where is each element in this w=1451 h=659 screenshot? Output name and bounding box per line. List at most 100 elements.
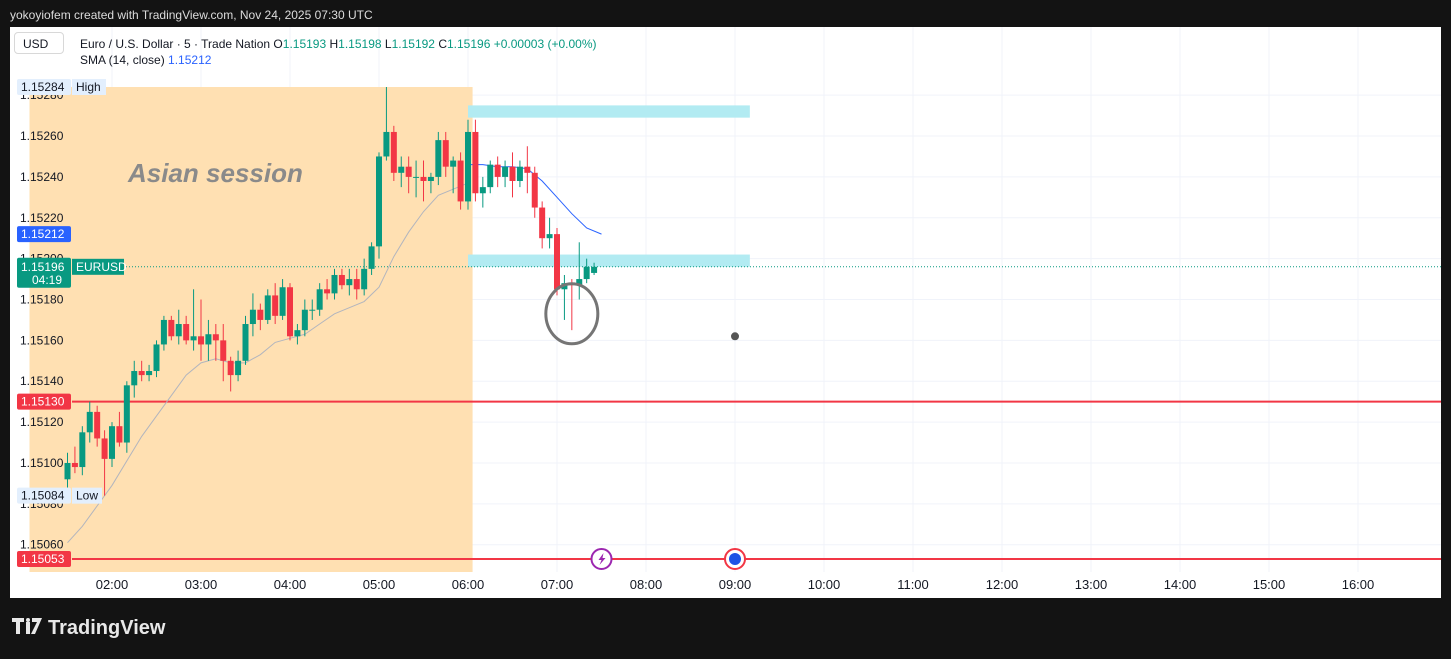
x-axis-tick: 12:00	[986, 577, 1019, 592]
candle-bullish[interactable]	[465, 131, 471, 202]
sma-label: SMA (14, close)	[80, 53, 165, 67]
candle-bullish[interactable]	[190, 336, 197, 341]
candle-bullish[interactable]	[175, 324, 182, 337]
candle-bullish[interactable]	[516, 166, 523, 181]
candle-bearish[interactable]	[272, 295, 279, 316]
candle-bearish[interactable]	[227, 360, 234, 376]
candle-bullish[interactable]	[383, 131, 390, 157]
candle-bullish[interactable]	[64, 462, 71, 480]
candle-bullish[interactable]	[86, 411, 93, 433]
candle-bullish[interactable]	[361, 268, 368, 290]
candle-bullish[interactable]	[242, 324, 249, 361]
x-axis-tick: 15:00	[1253, 577, 1286, 592]
candle-bearish[interactable]	[324, 289, 331, 294]
candle-bullish[interactable]	[160, 319, 167, 345]
candle-bullish[interactable]	[546, 234, 553, 239]
symbol-tag-text: EURUSD	[76, 260, 127, 274]
candle-bullish[interactable]	[591, 266, 598, 273]
candle-bearish[interactable]	[257, 309, 264, 320]
candle-bullish[interactable]	[79, 432, 86, 468]
candle-bearish[interactable]	[101, 438, 108, 459]
symbol-title[interactable]: Euro / U.S. Dollar · 5 · Trade Nation	[80, 37, 271, 51]
candle-bearish[interactable]	[457, 160, 464, 202]
candle-bearish[interactable]	[509, 166, 516, 181]
low-price-label-text: 1.15084	[21, 489, 65, 503]
y-axis-tick: 1.15140	[20, 374, 64, 388]
candle-bullish[interactable]	[294, 330, 301, 337]
level-lower-label-text: 1.15053	[21, 552, 65, 566]
candle-bullish[interactable]	[576, 279, 583, 286]
candle-bullish[interactable]	[146, 371, 153, 376]
candle-bearish[interactable]	[390, 131, 397, 173]
support-zone[interactable]	[468, 254, 750, 267]
candle-bullish[interactable]	[479, 187, 486, 194]
candle-bearish[interactable]	[71, 462, 78, 468]
candle-bearish[interactable]	[212, 334, 219, 341]
chart-canvas[interactable]: Asian session1.150601.150801.151001.1512…	[10, 27, 1441, 598]
candle-bullish[interactable]	[153, 344, 160, 372]
candle-bearish[interactable]	[531, 172, 538, 208]
chart-panel[interactable]: Asian session 1.15060 1.15080 1.15100 1.1512…	[10, 27, 1441, 598]
candle-bullish[interactable]	[398, 166, 405, 173]
candle-bearish[interactable]	[198, 336, 204, 345]
candle-bearish[interactable]	[338, 274, 345, 286]
x-axis-tick: 06:00	[452, 577, 485, 592]
candle-bullish[interactable]	[205, 334, 212, 345]
candle-bearish[interactable]	[353, 279, 360, 290]
candle-bullish[interactable]	[427, 176, 434, 181]
x-axis-tick: 10:00	[808, 577, 841, 592]
current-price-text: 1.15196	[21, 260, 65, 274]
candle-bearish[interactable]	[554, 234, 560, 290]
candle-bearish[interactable]	[168, 319, 175, 337]
candle-bearish[interactable]	[524, 166, 531, 173]
candle-bearish[interactable]	[183, 324, 190, 341]
candle-bullish[interactable]	[123, 385, 130, 443]
sma-legend-row[interactable]: SMA (14, close) 1.15212	[80, 52, 596, 68]
ohlc-legend-row: Euro / U.S. Dollar · 5 · Trade Nation O1…	[80, 36, 596, 52]
candle-bearish[interactable]	[442, 140, 449, 167]
candle-bullish[interactable]	[368, 246, 375, 269]
candle-bullish[interactable]	[413, 176, 420, 178]
candle-bullish[interactable]	[264, 295, 271, 320]
close-value: 1.15196	[447, 37, 491, 51]
candle-bearish[interactable]	[405, 166, 412, 177]
resistance-zone[interactable]	[468, 105, 750, 118]
candle-bullish[interactable]	[583, 266, 590, 280]
candle-bullish[interactable]	[235, 360, 242, 376]
candle-bearish[interactable]	[539, 207, 546, 239]
candle-bullish[interactable]	[346, 279, 353, 286]
candle-bearish[interactable]	[220, 340, 227, 361]
candle-bearish[interactable]	[420, 176, 427, 181]
candle-bullish[interactable]	[309, 309, 316, 311]
candle-bearish[interactable]	[138, 371, 145, 376]
candle-bullish[interactable]	[279, 287, 286, 316]
y-axis-tick: 1.15060	[20, 538, 64, 552]
currency-selector-button[interactable]: USD	[14, 32, 64, 54]
candle-bullish[interactable]	[131, 371, 138, 386]
countdown-text: 04:19	[32, 273, 62, 287]
candle-bearish[interactable]	[116, 426, 123, 443]
highlight-ellipse[interactable]	[544, 282, 600, 346]
x-axis-tick: 08:00	[630, 577, 663, 592]
level-lower-label	[17, 551, 71, 567]
candle-bullish[interactable]	[435, 140, 442, 177]
candle-bullish[interactable]	[301, 309, 308, 331]
level-upper-label-text: 1.15130	[21, 395, 65, 409]
y-axis-tick: 1.15260	[20, 129, 64, 143]
candle-bullish[interactable]	[450, 160, 457, 167]
candle-bullish[interactable]	[316, 289, 323, 310]
candle-bearish[interactable]	[94, 411, 101, 439]
close-label: C	[438, 37, 447, 51]
candle-bearish[interactable]	[472, 131, 479, 194]
candle-bullish[interactable]	[331, 274, 338, 294]
sma-line-history	[67, 182, 469, 543]
candle-bullish[interactable]	[109, 426, 115, 459]
candle-bullish[interactable]	[487, 164, 494, 188]
candle-bearish[interactable]	[287, 287, 293, 337]
candle-bullish[interactable]	[376, 156, 382, 247]
candle-bullish[interactable]	[502, 166, 509, 177]
y-axis-tick: 1.15180	[20, 293, 64, 307]
candle-bullish[interactable]	[249, 309, 256, 325]
candle-bearish[interactable]	[494, 164, 501, 177]
marker-dot[interactable]	[731, 332, 739, 341]
